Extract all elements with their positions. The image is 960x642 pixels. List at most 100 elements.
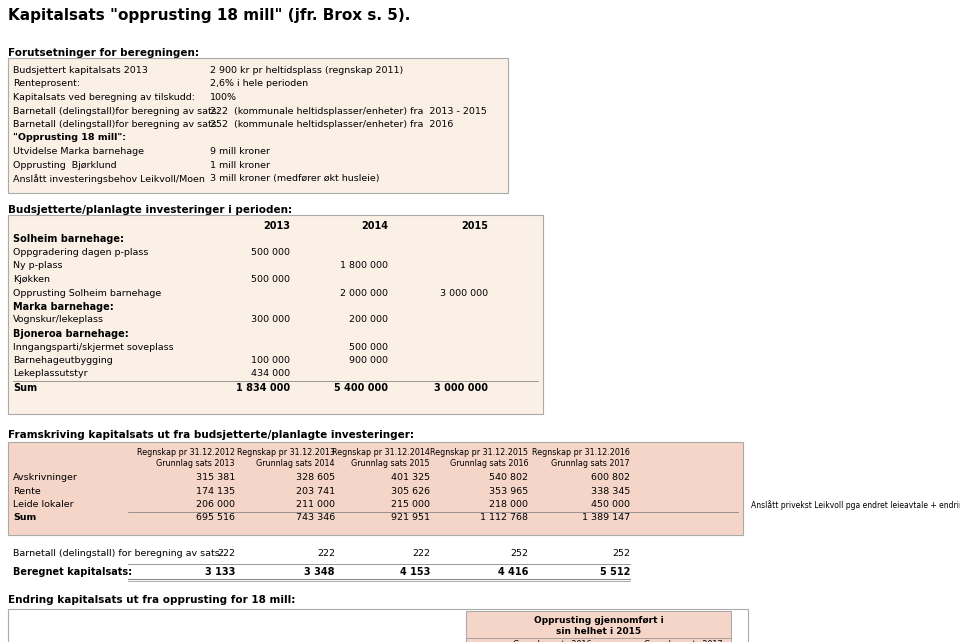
Text: 2 000 000: 2 000 000 [340, 288, 388, 297]
Text: 174 135: 174 135 [196, 487, 235, 496]
Text: 3 348: 3 348 [304, 567, 335, 577]
Text: 3 133: 3 133 [204, 567, 235, 577]
Bar [8, 609, 748, 642]
Text: 3 mill kroner (medfører økt husleie): 3 mill kroner (medfører økt husleie) [210, 174, 379, 183]
Text: 203 741: 203 741 [296, 487, 335, 496]
Text: Leide lokaler: Leide lokaler [13, 500, 74, 509]
Bar [8, 442, 743, 535]
Text: 305 626: 305 626 [391, 487, 430, 496]
Bar [8, 215, 543, 414]
Text: Kapitalsats ved beregning av tilskudd:: Kapitalsats ved beregning av tilskudd: [13, 93, 195, 102]
Text: Anslått investeringsbehov Leikvoll/Moen: Anslått investeringsbehov Leikvoll/Moen [13, 174, 204, 184]
Text: 328 605: 328 605 [296, 473, 335, 482]
Text: Kjøkken: Kjøkken [13, 275, 50, 284]
Text: 222: 222 [317, 549, 335, 558]
Text: 353 965: 353 965 [489, 487, 528, 496]
Text: Grunnlag sats 2017: Grunnlag sats 2017 [644, 640, 723, 642]
Text: 252: 252 [612, 549, 630, 558]
Text: Barnetall (delingstall) for beregning av sats:: Barnetall (delingstall) for beregning av… [13, 549, 223, 558]
Text: 600 802: 600 802 [591, 473, 630, 482]
Text: 1 834 000: 1 834 000 [236, 383, 290, 393]
Text: 500 000: 500 000 [349, 342, 388, 352]
Text: Regnskap pr 31.12.2016: Regnskap pr 31.12.2016 [532, 448, 630, 457]
Text: Anslått privekst Leikvoll pga endret leieavtale + endring 7% økning på investert: Anslått privekst Leikvoll pga endret lei… [751, 500, 960, 510]
Text: 200 000: 200 000 [349, 315, 388, 324]
Text: Lekeplassutstyr: Lekeplassutstyr [13, 370, 87, 379]
Text: 1 389 147: 1 389 147 [582, 514, 630, 523]
Text: 2,6% i hele perioden: 2,6% i hele perioden [210, 80, 308, 89]
Text: 2 900 kr pr heltidsplass (regnskap 2011): 2 900 kr pr heltidsplass (regnskap 2011) [210, 66, 403, 75]
Text: Barnetall (delingstall)for beregning av sats:: Barnetall (delingstall)for beregning av … [13, 120, 220, 129]
Text: 500 000: 500 000 [251, 275, 290, 284]
Text: Grunnlag sats 2017: Grunnlag sats 2017 [551, 460, 630, 469]
Text: Opprusting Solheim barnehage: Opprusting Solheim barnehage [13, 288, 161, 297]
Text: Regnskap pr 31.12.2012: Regnskap pr 31.12.2012 [137, 448, 235, 457]
Bar [466, 611, 731, 642]
Text: Barnetall (delingstall)for beregning av sats:: Barnetall (delingstall)for beregning av … [13, 107, 220, 116]
Text: 9 mill kroner: 9 mill kroner [210, 147, 270, 156]
Text: 5 400 000: 5 400 000 [334, 383, 388, 393]
Text: 921 951: 921 951 [391, 514, 430, 523]
Text: Barnehageutbygging: Barnehageutbygging [13, 356, 112, 365]
Text: 4 416: 4 416 [497, 567, 528, 577]
Text: Regnskap pr 31.12.2014: Regnskap pr 31.12.2014 [332, 448, 430, 457]
Text: Grunnlag sats 2013: Grunnlag sats 2013 [156, 460, 235, 469]
Text: 1 112 768: 1 112 768 [480, 514, 528, 523]
Text: 695 516: 695 516 [196, 514, 235, 523]
Text: 222  (kommunale heltidsplasser/enheter) fra  2013 - 2015: 222 (kommunale heltidsplasser/enheter) f… [210, 107, 487, 116]
Text: 1 mill kroner: 1 mill kroner [210, 160, 270, 169]
Text: 206 000: 206 000 [196, 500, 235, 509]
Text: Endring kapitalsats ut fra opprusting for 18 mill:: Endring kapitalsats ut fra opprusting fo… [8, 595, 296, 605]
Text: Grunnlag sats 2015: Grunnlag sats 2015 [351, 460, 430, 469]
Text: 315 381: 315 381 [196, 473, 235, 482]
Text: 2013: 2013 [263, 221, 290, 231]
Text: 100%: 100% [210, 93, 237, 102]
Text: Oppgradering dagen p-plass: Oppgradering dagen p-plass [13, 248, 149, 257]
Text: "Opprusting 18 mill":: "Opprusting 18 mill": [13, 134, 126, 143]
Text: 743 346: 743 346 [296, 514, 335, 523]
Text: 3 000 000: 3 000 000 [434, 383, 488, 393]
Text: 3 000 000: 3 000 000 [440, 288, 488, 297]
Text: Solheim barnehage:: Solheim barnehage: [13, 234, 124, 245]
Text: Ny p-plass: Ny p-plass [13, 261, 62, 270]
Text: 211 000: 211 000 [296, 500, 335, 509]
Text: 434 000: 434 000 [251, 370, 290, 379]
Text: 218 000: 218 000 [489, 500, 528, 509]
Text: Forutsetninger for beregningen:: Forutsetninger for beregningen: [8, 48, 199, 58]
Text: Opprusting gjennomført i: Opprusting gjennomført i [534, 616, 663, 625]
Text: Grunnlag sats 2014: Grunnlag sats 2014 [256, 460, 335, 469]
Text: Framskriving kapitalsats ut fra budsjetterte/planlagte investeringer:: Framskriving kapitalsats ut fra budsjett… [8, 430, 414, 440]
Text: Rente: Rente [13, 487, 40, 496]
Text: Regnskap pr 31.12.2015: Regnskap pr 31.12.2015 [430, 448, 528, 457]
Text: 252: 252 [510, 549, 528, 558]
Text: 100 000: 100 000 [251, 356, 290, 365]
Text: Regnskap pr 31.12.2013: Regnskap pr 31.12.2013 [237, 448, 335, 457]
Bar [8, 58, 508, 193]
Text: Opprusting  Bjørklund: Opprusting Bjørklund [13, 160, 116, 169]
Text: Beregnet kapitalsats:: Beregnet kapitalsats: [13, 567, 132, 577]
Text: Marka barnehage:: Marka barnehage: [13, 302, 113, 312]
Text: 2014: 2014 [361, 221, 388, 231]
Text: Inngangsparti/skjermet soveplass: Inngangsparti/skjermet soveplass [13, 342, 174, 352]
Text: Grunnlag sats 2016: Grunnlag sats 2016 [449, 460, 528, 469]
Text: 450 000: 450 000 [591, 500, 630, 509]
Text: 252  (kommunale heltidsplasser/enheter) fra  2016: 252 (kommunale heltidsplasser/enheter) f… [210, 120, 453, 129]
Text: Vognskur/lekeplass: Vognskur/lekeplass [13, 315, 104, 324]
Text: 900 000: 900 000 [349, 356, 388, 365]
Text: Budsjettert kapitalsats 2013: Budsjettert kapitalsats 2013 [13, 66, 148, 75]
Text: Renteprosent:: Renteprosent: [13, 80, 80, 89]
Text: Utvidelse Marka barnehage: Utvidelse Marka barnehage [13, 147, 144, 156]
Text: 222: 222 [217, 549, 235, 558]
Text: Bjoneroa barnehage:: Bjoneroa barnehage: [13, 329, 129, 339]
Text: 1 800 000: 1 800 000 [340, 261, 388, 270]
Text: Sum: Sum [13, 383, 37, 393]
Text: 338 345: 338 345 [590, 487, 630, 496]
Text: Budsjetterte/planlagte investeringer i perioden:: Budsjetterte/planlagte investeringer i p… [8, 205, 292, 215]
Text: 2015: 2015 [461, 221, 488, 231]
Text: 540 802: 540 802 [489, 473, 528, 482]
Text: Grunnlag sats 2016: Grunnlag sats 2016 [513, 640, 591, 642]
Text: Sum: Sum [13, 514, 36, 523]
Text: 222: 222 [412, 549, 430, 558]
Text: 215 000: 215 000 [391, 500, 430, 509]
Text: Kapitalsats "opprusting 18 mill" (jfr. Brox s. 5).: Kapitalsats "opprusting 18 mill" (jfr. B… [8, 8, 410, 23]
